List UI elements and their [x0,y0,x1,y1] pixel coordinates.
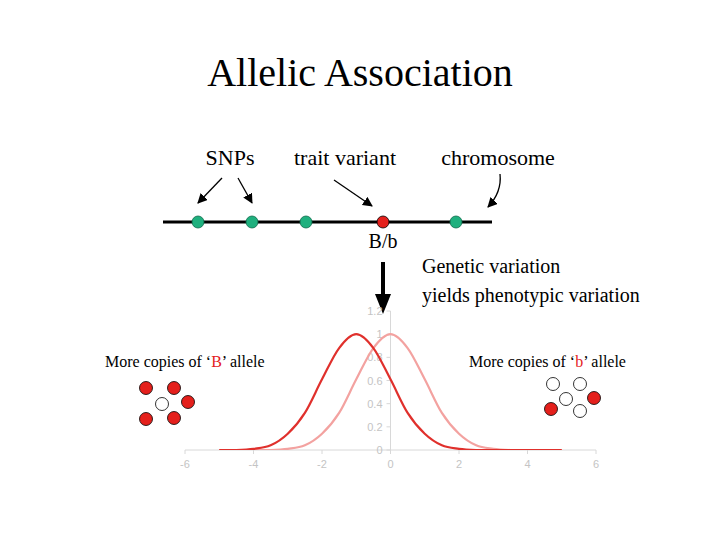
allele-big-b [140,382,153,395]
allele-big-b [182,396,195,409]
allele-small-b [547,378,560,391]
x-tick [322,450,323,454]
allele-small-b [574,405,587,418]
allele-big-b [140,413,153,426]
allele-big-b [168,382,181,395]
y-tick-label: 0.6 [367,375,382,387]
snp-marker [450,216,462,228]
x-tick-label: 4 [524,458,530,470]
snp-marker [246,216,258,228]
y-tick-label: 0.2 [367,421,382,433]
x-tick [527,450,528,454]
x-tick [596,450,597,454]
allele-big-b [545,403,558,416]
y-tick-label: 0 [376,444,382,456]
title: Allelic Association [207,50,513,95]
trait-arrow [334,180,372,206]
x-tick-label: 2 [456,458,462,470]
allele-big-b [168,412,181,425]
x-tick [185,450,186,454]
genotype-label: B/b [369,230,398,252]
y-tick [387,426,391,427]
y-tick [387,311,391,312]
x-tick-label: -6 [180,458,190,470]
y-tick [387,450,391,451]
chromosome-line [163,221,492,224]
snps-label: SNPs [206,145,255,170]
allele-caption: More copies of ‘b’ allele [469,353,626,371]
effect-arrow [381,262,385,296]
x-tick-label: -4 [249,458,259,470]
y-tick-label: 0.4 [367,398,382,410]
note-line: Genetic variation [422,255,560,277]
chromosome-label: chromosome [441,145,555,170]
note-line: yields phenotypic variation [422,284,640,307]
allele-small-b [156,398,169,411]
slide: Allelic Association SNPs trait variant chro… [0,0,720,540]
chromosome-arrow [488,174,500,207]
allele-small-b [574,378,587,391]
x-tick [459,450,460,454]
x-tick-label: 6 [593,458,599,470]
distribution-curve [219,334,562,450]
x-tick [390,450,391,454]
trait-variant-label: trait variant [294,145,396,170]
allele-caption: More copies of ‘B’ allele [105,353,265,371]
snp-arrow [198,178,222,203]
y-tick-label: 1.2 [367,305,382,317]
snp-arrow [238,178,252,203]
allele-big-b [588,392,601,405]
snp-marker [192,216,204,228]
y-tick [387,357,391,358]
plot-area [219,334,562,450]
y-tick [387,403,391,404]
x-tick-label: -2 [317,458,327,470]
snp-marker [300,216,312,228]
x-tick [253,450,254,454]
distribution-curve [219,334,562,450]
trait-variant-marker [377,216,389,228]
x-tick-label: 0 [387,458,393,470]
allele-small-b [560,393,573,406]
